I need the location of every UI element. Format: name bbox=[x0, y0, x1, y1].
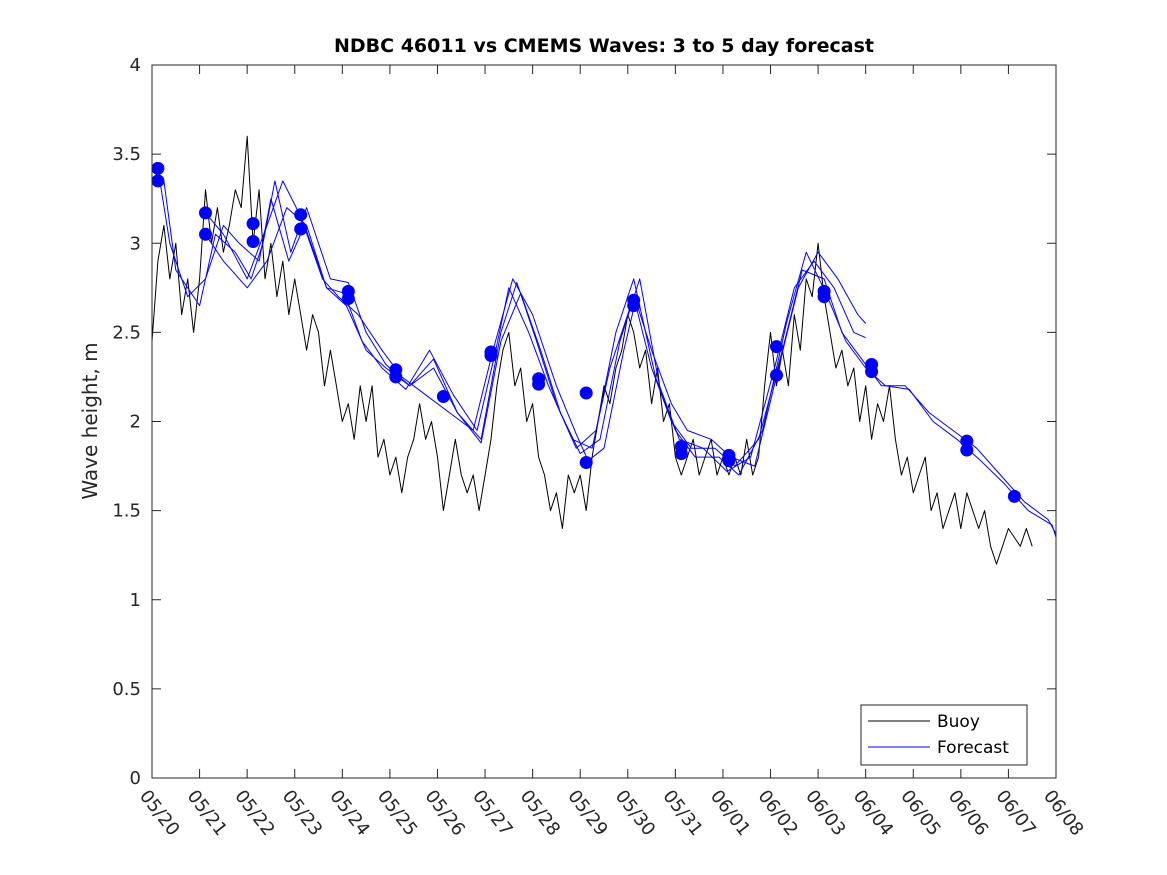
forecast-marker-24 bbox=[722, 454, 736, 468]
forecast-marker-6 bbox=[294, 208, 308, 222]
forecast-marker-31 bbox=[960, 434, 974, 448]
y-tick-label: 3 bbox=[130, 233, 141, 254]
chart-title: NDBC 46011 vs CMEMS Waves: 3 to 5 day fo… bbox=[334, 35, 874, 57]
forecast-marker-3 bbox=[199, 227, 212, 241]
series-line-forecast-run-4 bbox=[205, 207, 866, 472]
series-line-forecast-run-2 bbox=[163, 180, 1057, 538]
forecast-marker-32 bbox=[960, 443, 974, 457]
forecast-marker-25 bbox=[770, 340, 783, 354]
forecast-marker-16 bbox=[532, 377, 546, 391]
forecast-marker-17 bbox=[579, 386, 593, 400]
legend-box bbox=[860, 704, 1028, 766]
y-tick-label: 1 bbox=[130, 590, 141, 611]
y-tick-label: 2.5 bbox=[112, 322, 141, 343]
series-line-forecast bbox=[157, 168, 1057, 535]
forecast-marker-33 bbox=[1007, 489, 1021, 503]
y-tick-label: 1.5 bbox=[112, 501, 141, 522]
forecast-marker-18 bbox=[579, 456, 593, 469]
forecast-marker-28 bbox=[817, 290, 831, 304]
y-tick-label: 2 bbox=[130, 412, 141, 433]
forecast-marker-20 bbox=[627, 299, 641, 313]
forecast-marker-26 bbox=[770, 368, 783, 382]
y-tick-label: 3.5 bbox=[112, 144, 141, 165]
legend-buoy-label: Buoy bbox=[937, 712, 980, 732]
forecast-marker-9 bbox=[341, 292, 355, 305]
legend: Buoy Forecast bbox=[860, 704, 1028, 766]
forecast-marker-12 bbox=[436, 390, 450, 403]
y-axis-label: Wave height, m bbox=[78, 342, 102, 499]
y-tick-label: 0 bbox=[130, 768, 141, 789]
forecast-marker-14 bbox=[484, 349, 498, 362]
forecast-marker-5 bbox=[246, 235, 260, 248]
y-tick-label: 0.5 bbox=[112, 679, 141, 700]
forecast-marker-30 bbox=[865, 365, 879, 379]
series-line-buoy bbox=[151, 135, 1033, 565]
forecast-marker-4 bbox=[246, 217, 260, 231]
forecast-marker-1 bbox=[151, 174, 165, 188]
forecast-marker-0 bbox=[151, 161, 165, 175]
forecast-marker-7 bbox=[294, 222, 308, 236]
data-layer bbox=[151, 135, 1057, 565]
y-tick-label: 4 bbox=[130, 55, 141, 76]
forecast-marker-2 bbox=[199, 206, 212, 220]
forecast-marker-22 bbox=[674, 447, 688, 461]
legend-forecast-label: Forecast bbox=[937, 738, 1009, 758]
forecast-marker-11 bbox=[389, 370, 403, 384]
series-line-forecast-run-3 bbox=[205, 180, 867, 467]
